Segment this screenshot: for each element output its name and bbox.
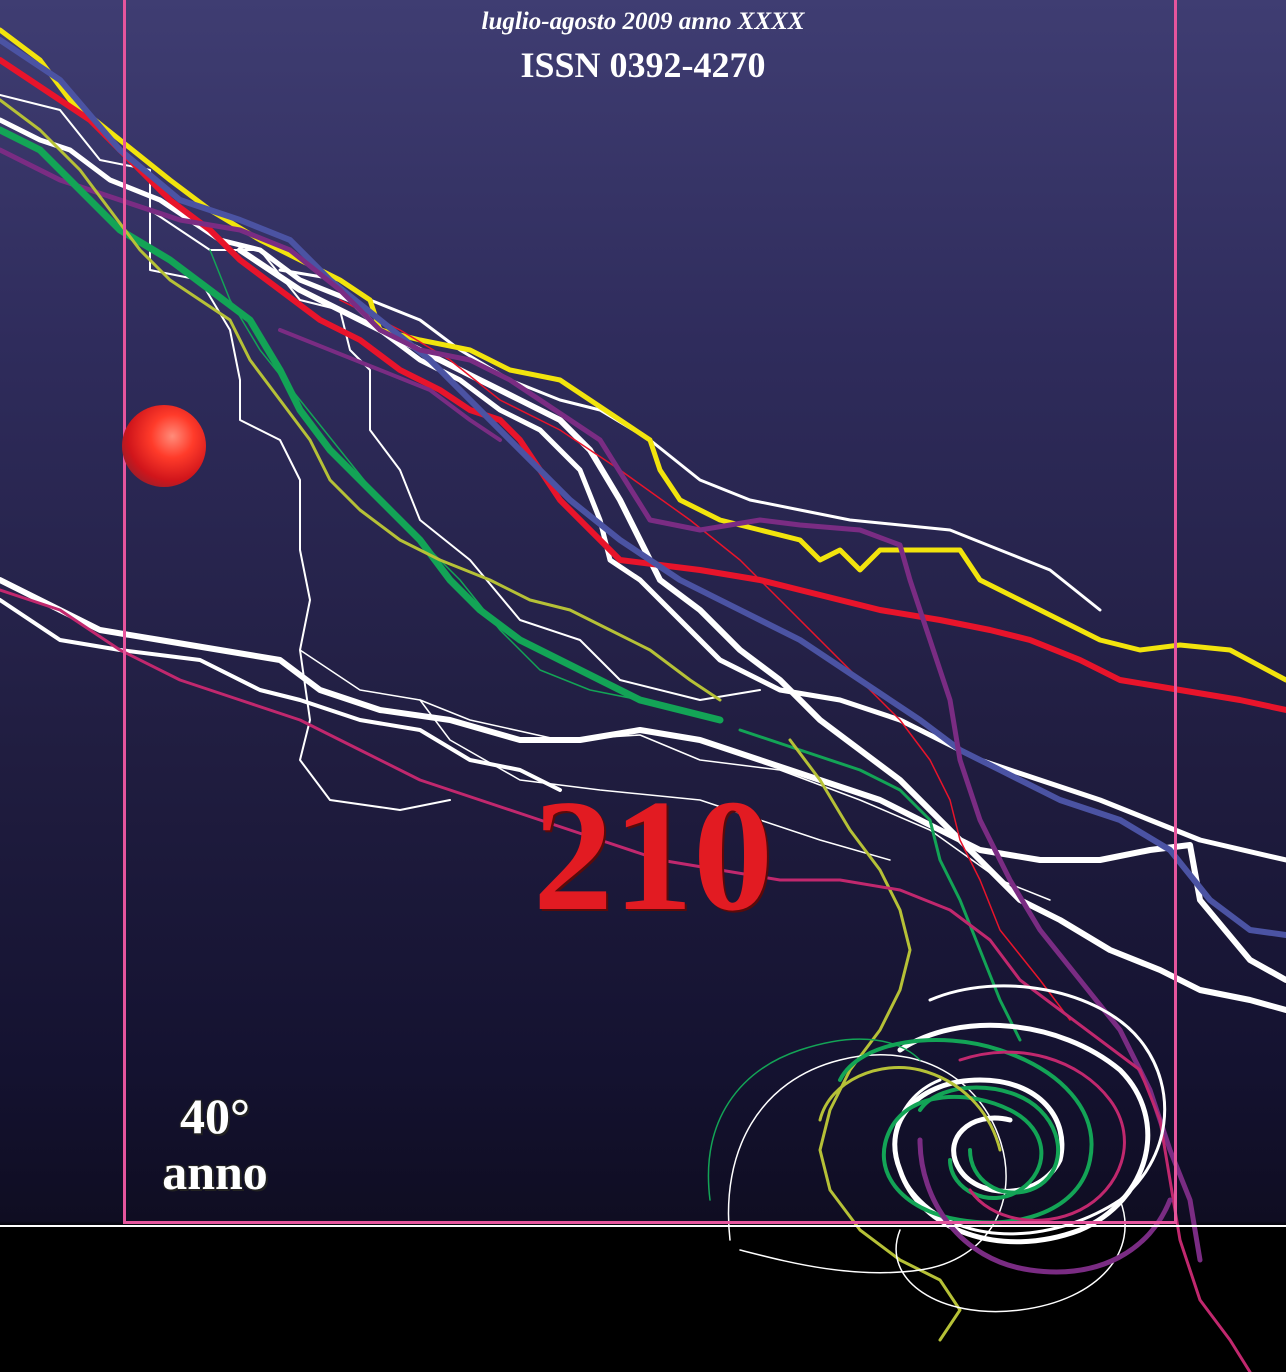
- anniversary-years: 40°: [180, 1088, 250, 1144]
- track-green-1: [0, 126, 724, 724]
- track-white-thin-2: [149, 209, 451, 811]
- track-red: [0, 57, 1286, 713]
- track-olive-2: [788, 738, 962, 1342]
- track-white-thick-3: [0, 598, 562, 792]
- track-green-2: [738, 728, 1022, 1042]
- loop-white-thin-1: [727, 1054, 1007, 1274]
- loop-olive: [818, 1065, 1002, 1152]
- loop-green-thin: [707, 1038, 921, 1201]
- issue-number: 210: [533, 766, 773, 944]
- track-white-thin-3: [299, 649, 1051, 901]
- track-white-thick-4: [237, 247, 1286, 1013]
- red-sphere-logo: [122, 405, 206, 487]
- issue-date-line: luglio-agosto 2009 anno XXXX: [481, 8, 805, 35]
- track-purple-1: [0, 147, 1203, 1263]
- loop-magenta: [958, 1050, 1126, 1222]
- track-red-thin: [339, 299, 1071, 1021]
- anniversary-badge: 40° anno: [130, 1088, 300, 1200]
- loop-purple: [917, 1137, 1173, 1275]
- track-blue: [0, 37, 1286, 938]
- loop-green-2: [918, 1085, 1060, 1195]
- track-purple-2: [278, 328, 502, 442]
- track-magenta: [0, 588, 1252, 1372]
- baseline-rule: [0, 1225, 1286, 1227]
- issn-number: ISSN 0392-4270: [520, 45, 766, 85]
- track-white-medium-1: [278, 268, 1102, 612]
- anniversary-word: anno: [162, 1144, 268, 1200]
- track-green-thin: [209, 249, 641, 701]
- cover-frame: [123, 0, 1177, 1224]
- loop-white-thin-2: [895, 1199, 1126, 1313]
- track-white-thick-2: [0, 577, 1286, 983]
- track-white-thin-4: [419, 699, 891, 861]
